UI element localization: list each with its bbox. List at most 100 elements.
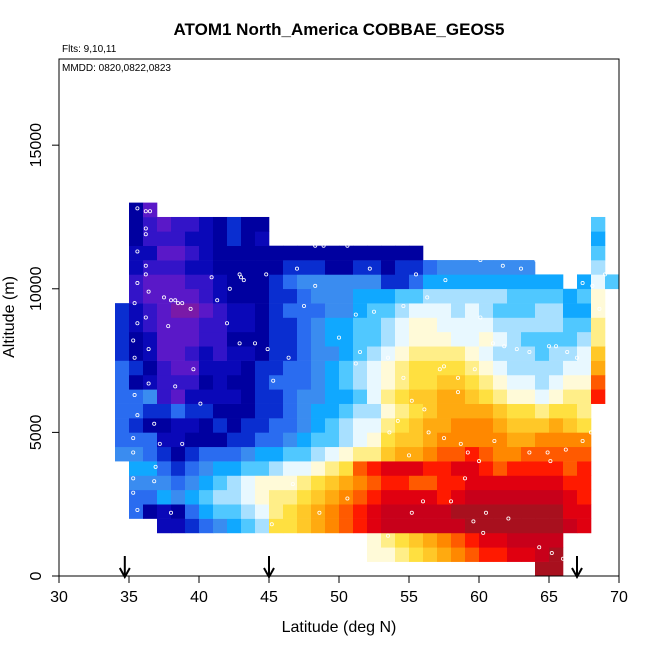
observation-point	[462, 476, 467, 481]
heatmap-cell	[213, 446, 228, 462]
heatmap-cell	[437, 489, 452, 505]
heatmap-cell	[213, 274, 228, 290]
heatmap-cell	[129, 346, 144, 361]
observation-point	[590, 283, 595, 288]
heatmap-cell	[325, 274, 340, 290]
heatmap-cell	[157, 317, 172, 333]
observation-point	[143, 209, 148, 214]
heatmap-cell	[437, 346, 452, 361]
heatmap-cell	[213, 489, 228, 505]
heatmap-cell	[143, 489, 158, 505]
heatmap-cell	[269, 475, 284, 491]
x-tick-label: 65	[540, 589, 558, 606]
heatmap-cell	[339, 475, 354, 491]
heatmap-cell	[367, 532, 382, 548]
heatmap-cell	[507, 346, 522, 361]
heatmap-cell	[367, 374, 382, 390]
heatmap-cell	[283, 446, 298, 462]
heatmap-cell	[171, 360, 186, 376]
heatmap-cell	[283, 245, 298, 261]
heatmap-cell	[465, 489, 480, 505]
observation-point	[290, 482, 295, 487]
heatmap-cell	[171, 346, 186, 361]
observation-point	[131, 338, 136, 343]
heatmap-cell	[479, 446, 494, 462]
heatmap-cell	[157, 489, 172, 505]
heatmap-cell	[325, 489, 340, 505]
heatmap-cell	[577, 317, 592, 333]
observation-point	[131, 476, 136, 481]
observation-point	[545, 450, 550, 455]
observation-point	[575, 355, 580, 360]
heatmap-cell	[591, 346, 606, 361]
observation-point	[385, 533, 390, 538]
heatmap-cell	[563, 346, 578, 361]
observation-point	[180, 441, 185, 446]
heatmap-cell	[591, 374, 606, 390]
heatmap-cell	[199, 504, 214, 519]
observation-point	[168, 510, 173, 515]
heatmap-cell	[171, 288, 186, 304]
heatmap-cell	[521, 346, 536, 361]
heatmap-cell	[493, 317, 508, 333]
observation-point	[173, 384, 178, 389]
heatmap-cell	[269, 374, 284, 390]
heatmap-cell	[157, 475, 172, 491]
heatmap-cell	[535, 360, 550, 376]
heatmap-cell	[213, 331, 228, 347]
heatmap-cell	[381, 432, 396, 448]
heatmap-cell	[367, 547, 382, 562]
heatmap-cell	[479, 418, 494, 433]
observation-point	[387, 430, 392, 435]
x-axis: 30 35 40 45 50 55 60 65 70	[50, 575, 628, 606]
observation-point	[198, 401, 203, 406]
x-tick-label: 50	[330, 589, 348, 606]
heatmap-cell	[339, 317, 354, 333]
observation-point	[549, 551, 554, 556]
heatmap-cell	[255, 432, 270, 448]
heatmap-cell	[311, 418, 326, 433]
heatmap-cell	[549, 504, 564, 519]
heatmap-cell	[521, 260, 536, 275]
heatmap-cell	[199, 231, 214, 246]
heatmap-cell	[367, 518, 382, 534]
heatmap-cell	[563, 331, 578, 347]
heatmap-cell	[409, 317, 424, 333]
heatmap-cell	[409, 331, 424, 347]
observation-point	[537, 545, 542, 550]
heatmap-cell	[241, 346, 256, 361]
heatmap-cell	[437, 389, 452, 404]
flight-arrow	[263, 556, 275, 580]
heatmap-cell	[143, 461, 158, 476]
heatmap-cell	[171, 216, 186, 232]
observation-point	[317, 232, 322, 237]
heatmap-cell	[213, 504, 228, 519]
heatmap-cell	[423, 274, 438, 290]
heatmap-cell	[199, 461, 214, 476]
heatmap-cell	[451, 303, 466, 318]
heatmap-cell	[227, 418, 242, 433]
observation-point	[465, 450, 470, 455]
heatmap-cell	[507, 475, 522, 491]
heatmap-cell	[591, 231, 606, 246]
observation-point	[483, 510, 488, 515]
heatmap-cell	[311, 245, 326, 261]
heatmap-cell	[311, 288, 326, 304]
observation-point	[166, 324, 171, 329]
heatmap-cell	[493, 260, 508, 275]
heatmap-cell	[493, 446, 508, 462]
heatmap-cell	[339, 360, 354, 376]
heatmap-cell	[465, 331, 480, 347]
heatmap-cell	[367, 288, 382, 304]
observation-point	[152, 479, 157, 484]
heatmap-cell	[521, 518, 536, 534]
heatmap-cell	[199, 432, 214, 448]
heatmap-cell	[325, 446, 340, 462]
heatmap-cell	[493, 331, 508, 347]
heatmap-cell	[507, 374, 522, 390]
heatmap-cell	[283, 518, 298, 534]
observation-point	[143, 226, 148, 231]
heatmap-cell	[241, 461, 256, 476]
heatmap-cell	[549, 403, 564, 419]
heatmap-cell	[171, 403, 186, 419]
